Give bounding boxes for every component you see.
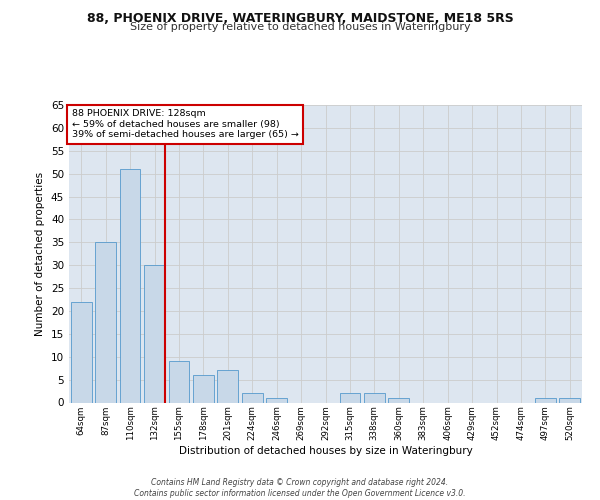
Text: Contains HM Land Registry data © Crown copyright and database right 2024.
Contai: Contains HM Land Registry data © Crown c… [134,478,466,498]
Bar [364,394,385,402]
Bar [169,362,190,403]
Text: Size of property relative to detached houses in Wateringbury: Size of property relative to detached ho… [130,22,470,32]
Bar [559,398,580,402]
Bar [193,375,214,402]
Bar [388,398,409,402]
Bar [144,265,165,402]
Bar [71,302,92,402]
Bar [242,394,263,402]
Bar [266,398,287,402]
X-axis label: Distribution of detached houses by size in Wateringbury: Distribution of detached houses by size … [179,446,472,456]
Bar [340,394,361,402]
Y-axis label: Number of detached properties: Number of detached properties [35,172,46,336]
Bar [95,242,116,402]
Bar [217,370,238,402]
Text: 88, PHOENIX DRIVE, WATERINGBURY, MAIDSTONE, ME18 5RS: 88, PHOENIX DRIVE, WATERINGBURY, MAIDSTO… [86,12,514,26]
Bar [535,398,556,402]
Bar [119,169,140,402]
Text: 88 PHOENIX DRIVE: 128sqm
← 59% of detached houses are smaller (98)
39% of semi-d: 88 PHOENIX DRIVE: 128sqm ← 59% of detach… [71,110,298,140]
